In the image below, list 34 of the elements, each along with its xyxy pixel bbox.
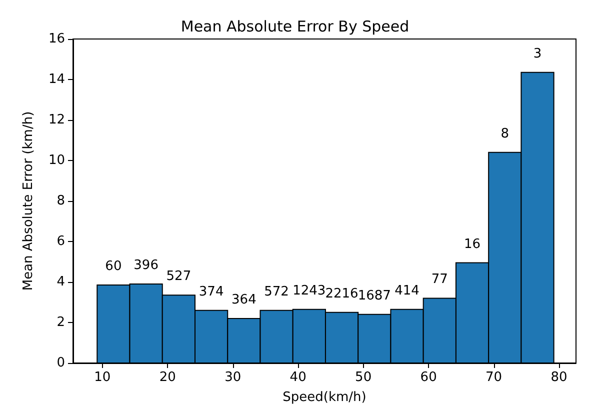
y-tick-label: 4 [56,274,65,290]
y-tick-label: 12 [48,112,65,128]
y-tick-label: 14 [48,72,65,87]
y-axis-title: Mean Absolute Error (km/h) [21,111,36,291]
annotation: 1687 [358,288,391,304]
annotation: 77 [431,272,448,288]
x-tick-label: 50 [355,370,372,385]
annotation: 1243 [292,283,326,298]
x-tick-label: 10 [94,370,111,385]
x-tick-label: 30 [224,370,242,385]
annotation: 2216 [325,286,358,302]
annotation: 572 [264,284,289,300]
annotation: 364 [232,292,256,308]
chart-title: Mean Absolute Error By Speed [180,18,410,36]
annotation: 16 [464,236,481,252]
y-tick-label: 8 [56,194,65,208]
y-tick-label: 6 [56,234,65,249]
annotation: 527 [166,269,192,284]
annotation: 414 [394,283,420,298]
y-tick-label: 16 [48,32,65,46]
annotation: 8 [500,126,510,142]
annotation: 3 [533,46,542,62]
annotation: 374 [198,284,224,300]
y-tick-label: 2 [56,315,65,330]
x-tick-label: 60 [420,370,437,385]
x-tick-label: 80 [550,370,568,385]
x-tick-label: 20 [159,370,176,385]
y-tick-label: 0 [56,356,65,370]
y-tick-label: 10 [48,153,65,168]
x-tick-label: 40 [290,370,306,385]
annotation: 396 [134,258,158,274]
x-tick-label: 70 [486,370,502,385]
annotation: 60 [105,259,122,274]
x-axis-title: Speed(km/h) [282,390,366,405]
